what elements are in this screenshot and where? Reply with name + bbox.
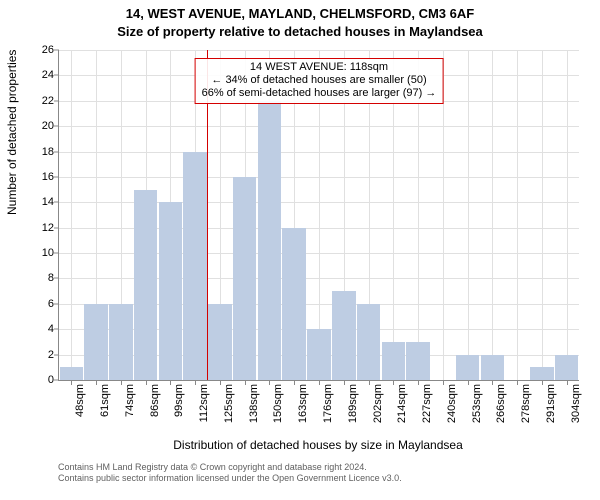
grid-vertical bbox=[492, 50, 493, 380]
histogram-bar bbox=[208, 304, 232, 380]
x-axis-title: Distribution of detached houses by size … bbox=[58, 438, 578, 452]
footer-line-1: Contains HM Land Registry data © Crown c… bbox=[58, 462, 402, 473]
histogram-bar bbox=[109, 304, 133, 380]
histogram-bar bbox=[456, 355, 480, 380]
histogram-bar bbox=[555, 355, 579, 380]
annotation-line: 66% of semi-detached houses are larger (… bbox=[202, 87, 437, 100]
grid-vertical bbox=[517, 50, 518, 380]
chart-title-2: Size of property relative to detached ho… bbox=[0, 24, 600, 39]
histogram-bar bbox=[307, 329, 331, 380]
histogram-bar bbox=[481, 355, 505, 380]
grid-vertical bbox=[468, 50, 469, 380]
histogram-bar bbox=[159, 202, 183, 380]
histogram-bar bbox=[357, 304, 381, 380]
y-tick-label: 4 bbox=[2, 323, 54, 335]
annotation-box: 14 WEST AVENUE: 118sqm← 34% of detached … bbox=[195, 58, 444, 104]
y-tick-label: 10 bbox=[2, 247, 54, 259]
histogram-bar bbox=[233, 177, 257, 380]
y-tick-label: 6 bbox=[2, 298, 54, 310]
annotation-line: 14 WEST AVENUE: 118sqm bbox=[202, 61, 437, 74]
annotation-line: ← 34% of detached houses are smaller (50… bbox=[202, 74, 437, 87]
histogram-bar bbox=[134, 190, 158, 380]
footer-attribution: Contains HM Land Registry data © Crown c… bbox=[58, 462, 402, 484]
y-tick-label: 2 bbox=[2, 349, 54, 361]
chart-container: 14, WEST AVENUE, MAYLAND, CHELMSFORD, CM… bbox=[0, 0, 600, 500]
histogram-bar bbox=[530, 367, 554, 380]
histogram-bar bbox=[84, 304, 108, 380]
grid-vertical bbox=[542, 50, 543, 380]
histogram-bar bbox=[282, 228, 306, 380]
histogram-bar bbox=[332, 291, 356, 380]
histogram-bar bbox=[60, 367, 84, 380]
histogram-bar bbox=[258, 101, 282, 380]
y-tick-label: 0 bbox=[2, 374, 54, 386]
histogram-bar bbox=[406, 342, 430, 380]
histogram-bar bbox=[382, 342, 406, 380]
grid-vertical bbox=[567, 50, 568, 380]
plot-area: 14 WEST AVENUE: 118sqm← 34% of detached … bbox=[58, 50, 579, 381]
x-axis-labels: 48sqm61sqm74sqm86sqm99sqm112sqm125sqm138… bbox=[58, 380, 578, 440]
y-tick-label: 12 bbox=[2, 222, 54, 234]
grid-vertical bbox=[71, 50, 72, 380]
y-tick-label: 8 bbox=[2, 272, 54, 284]
histogram-bar bbox=[183, 152, 207, 380]
footer-line-2: Contains public sector information licen… bbox=[58, 473, 402, 484]
chart-title-1: 14, WEST AVENUE, MAYLAND, CHELMSFORD, CM… bbox=[0, 6, 600, 21]
